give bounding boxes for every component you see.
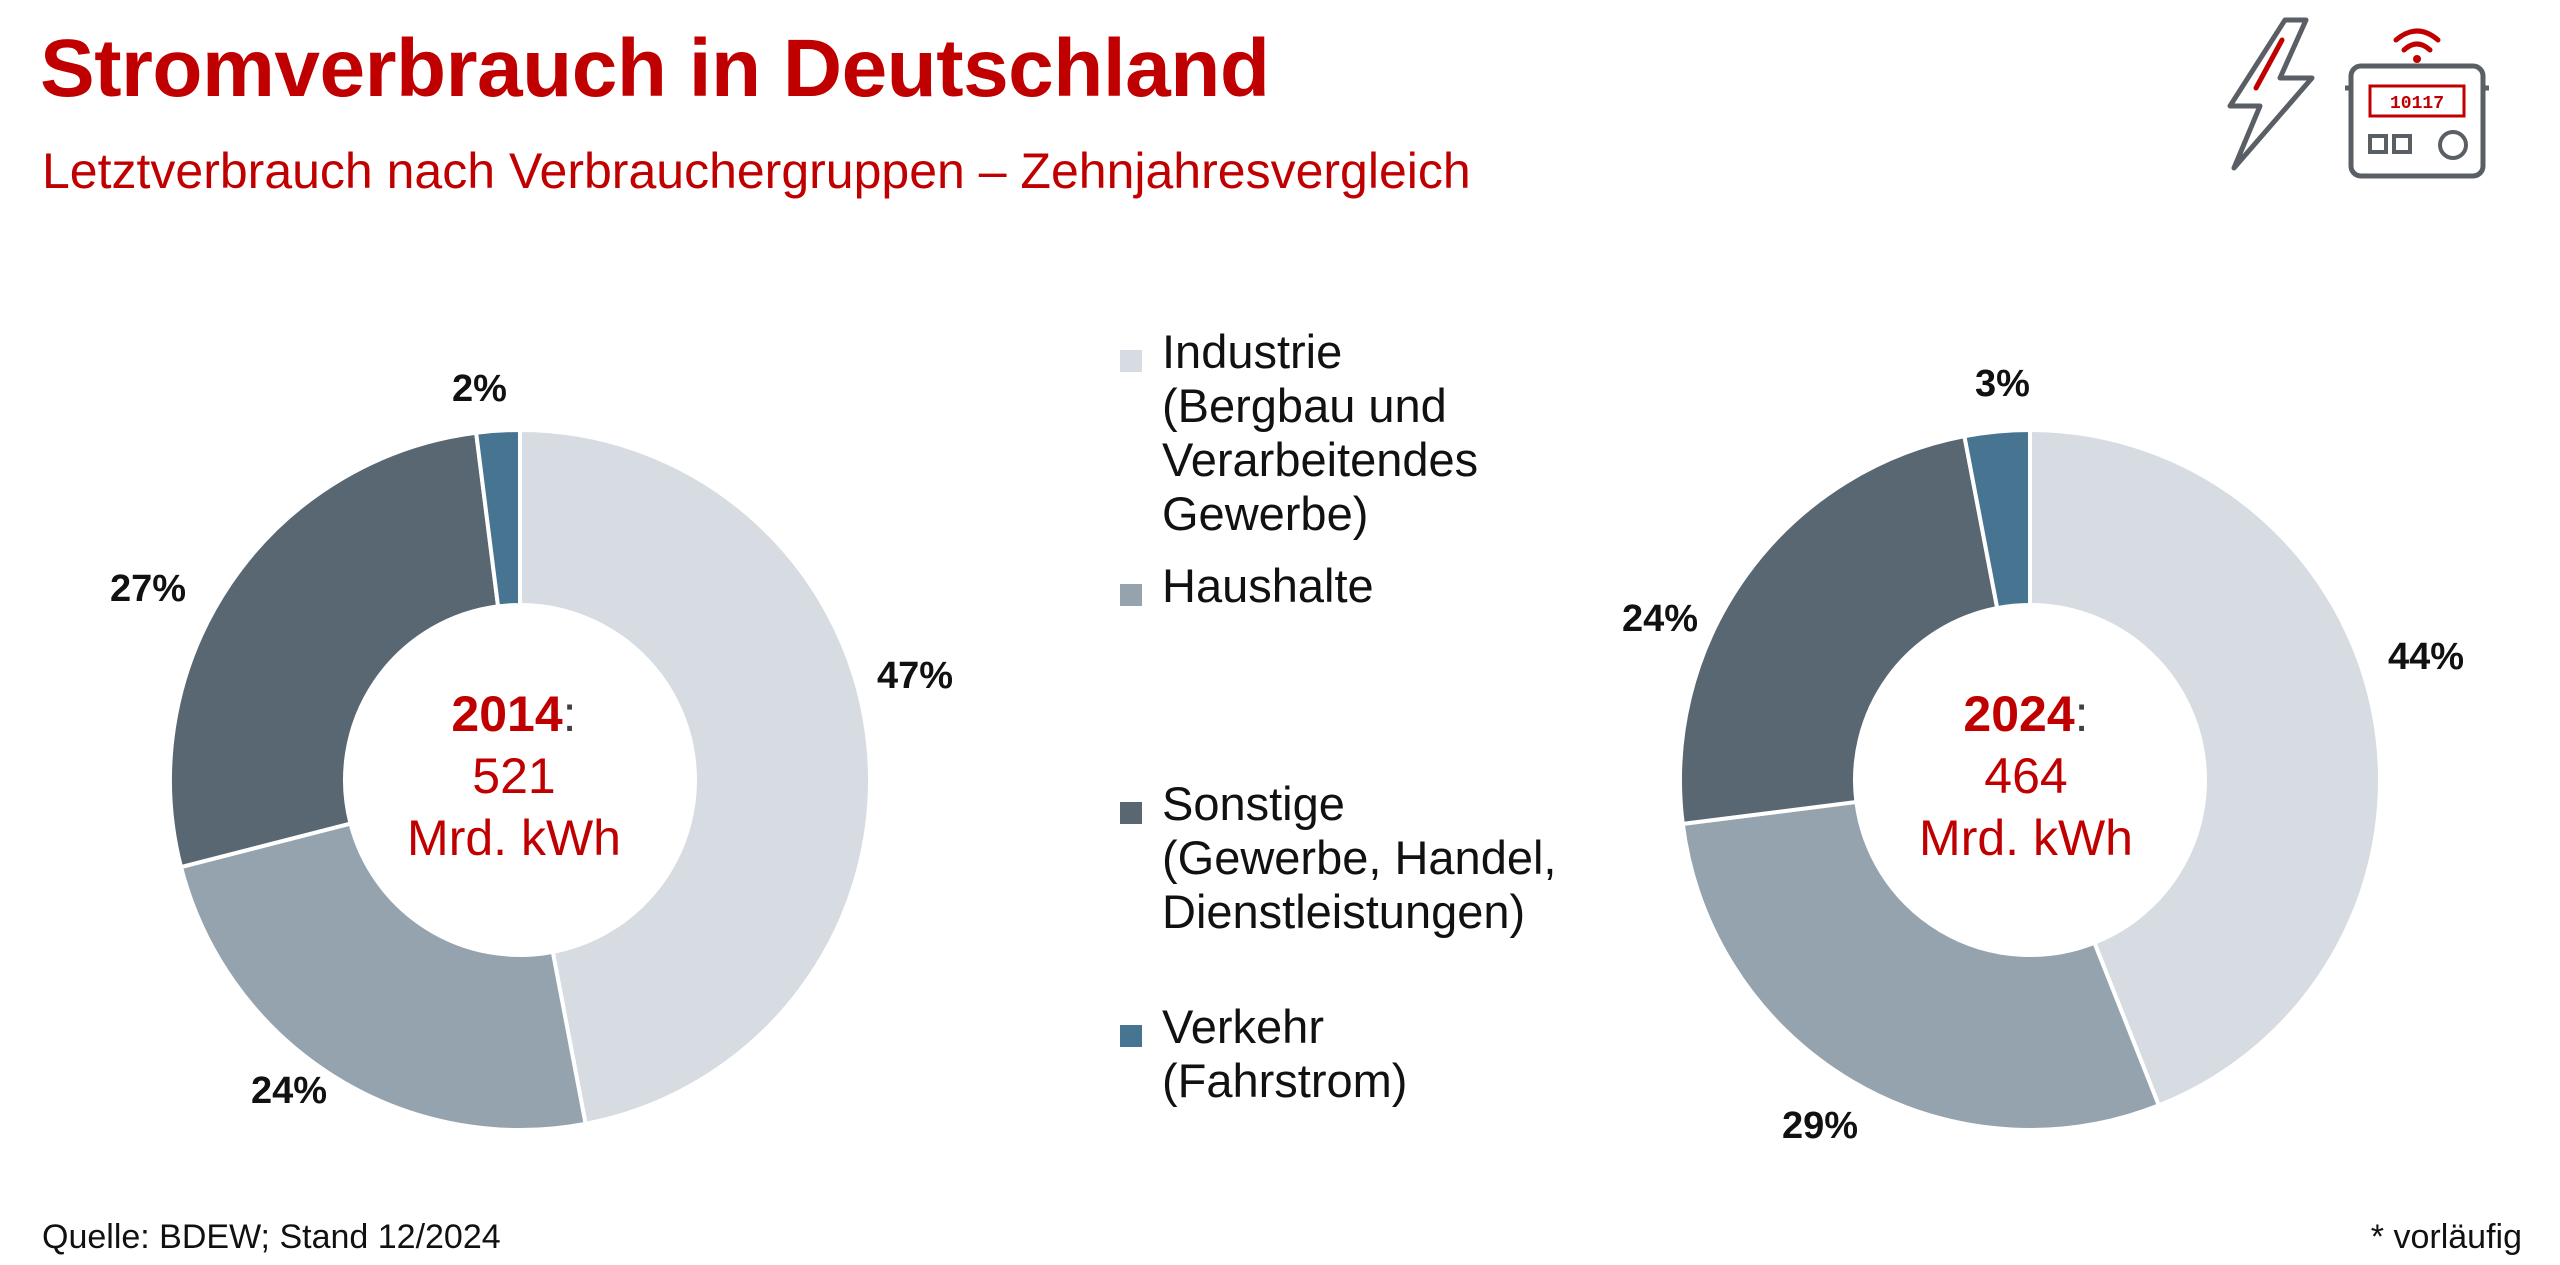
donut-slice-2014-haushalte bbox=[178, 821, 588, 1132]
donut-slice-2024-verkehr bbox=[1962, 427, 2032, 611]
legend-label: Sonstige (Gewerbe, Handel, Dienstleistunge… bbox=[1162, 777, 1557, 938]
center-year: 2014 bbox=[451, 686, 563, 742]
pct-label-2014-haushalte: 24% bbox=[251, 1070, 328, 1112]
pct-label-2024-verkehr: 3% bbox=[1975, 363, 2030, 405]
donut-chart-2024 bbox=[1678, 427, 2382, 1132]
legend-swatch bbox=[1120, 1025, 1142, 1047]
donut-slice-2014-sonstige bbox=[168, 430, 501, 870]
legend-label: Haushalte bbox=[1162, 559, 1374, 612]
pct-label-2024-industrie: 44% bbox=[2388, 636, 2465, 678]
legend-swatch bbox=[1120, 802, 1142, 824]
donut-chart-2014 bbox=[168, 427, 872, 1132]
preliminary-note: * vorläufig bbox=[2370, 1218, 2522, 1256]
pct-label-2014-sonstige: 27% bbox=[110, 568, 187, 610]
donut-slice-2014-verkehr bbox=[473, 427, 522, 609]
legend-swatch bbox=[1120, 350, 1142, 372]
donut-slice-2024-industrie bbox=[2028, 427, 2382, 1109]
center-value: 464 bbox=[1984, 748, 2068, 804]
pct-label-2024-haushalte: 29% bbox=[1782, 1105, 1859, 1147]
donut-slice-2024-sonstige bbox=[1678, 433, 2000, 827]
lightning-bolt-icon bbox=[2227, 17, 2315, 171]
source-note: Quelle: BDEW; Stand 12/2024 bbox=[42, 1218, 501, 1256]
pct-label-2014-industrie: 47% bbox=[877, 655, 954, 697]
center-label-2014: 2014: 521 Mrd. kWh bbox=[364, 683, 664, 869]
legend-label: Industrie (Bergbau und Verarbeitendes Gewer… bbox=[1162, 325, 1479, 540]
center-value: 521 bbox=[472, 748, 556, 804]
meter-display-value: 10117 bbox=[2390, 94, 2444, 114]
legend-swatch bbox=[1120, 584, 1142, 606]
center-unit: Mrd. kWh bbox=[1919, 810, 2133, 866]
center-year: 2024 bbox=[1963, 686, 2075, 742]
pct-label-2024-sonstige: 24% bbox=[1622, 598, 1699, 640]
page-subtitle: Letztverbrauch nach Verbrauchergruppen –… bbox=[42, 143, 1471, 199]
center-label-2024: 2024: 464 Mrd. kWh bbox=[1876, 683, 2176, 869]
pct-label-2014-verkehr: 2% bbox=[452, 368, 507, 410]
donut-slice-2014-industrie bbox=[518, 427, 872, 1127]
donut-slice-2024-haushalte bbox=[1680, 799, 2162, 1132]
center-unit: Mrd. kWh bbox=[407, 810, 621, 866]
header-icons: 10117 bbox=[2227, 17, 2489, 179]
electricity-meter-icon: 10117 bbox=[2345, 28, 2489, 179]
legend-label: Verkehr (Fahrstrom) bbox=[1162, 1000, 1408, 1107]
page-title: Stromverbrauch in Deutschland bbox=[40, 23, 1270, 114]
